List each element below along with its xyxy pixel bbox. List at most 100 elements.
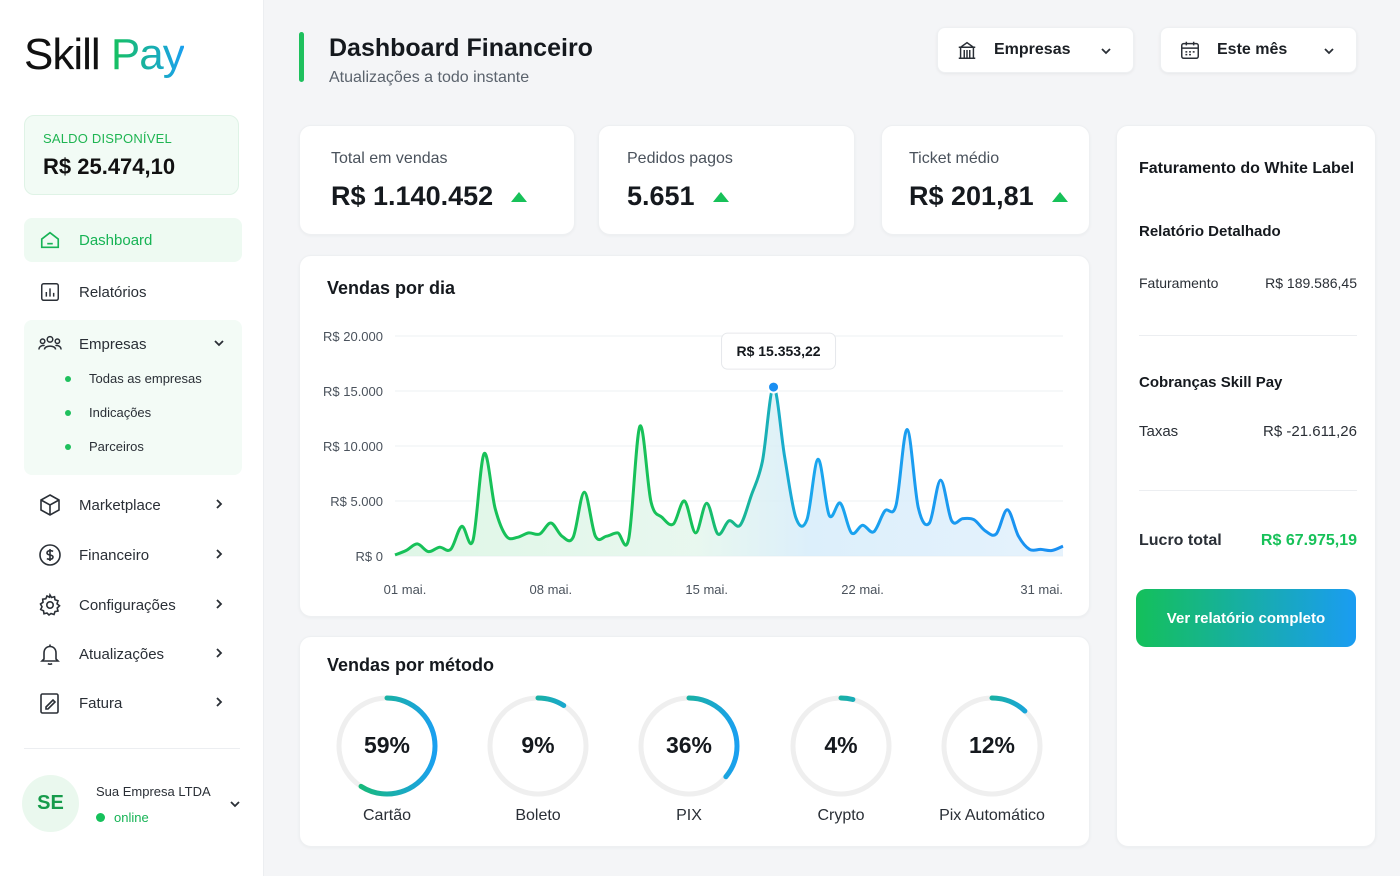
trend-up-icon — [511, 191, 528, 202]
ring-progress — [336, 695, 438, 797]
y-tick-label: R$ 5.000 — [330, 494, 383, 509]
bullet-icon — [65, 443, 71, 450]
balance-label: SALDO DISPONÍVEL — [43, 131, 172, 146]
taxas-row: Taxas R$ -21.611,26 — [1139, 423, 1357, 440]
bullet-icon — [65, 409, 71, 416]
chevron-right-icon — [212, 646, 226, 664]
status-dot-icon — [96, 813, 105, 822]
kpi-label: Pedidos pagos — [627, 150, 733, 167]
bullet-icon — [65, 375, 71, 382]
ring-method-name: Crypto — [817, 807, 865, 824]
sidebar-item-fatura[interactable]: Fatura — [24, 681, 242, 725]
company-select-value: Empresas — [994, 41, 1071, 58]
ring-chart-pix — [638, 695, 740, 797]
kpi-value: R$ 1.140.452 — [331, 181, 528, 212]
chevron-right-icon — [212, 497, 226, 515]
ring-percent-label: 12% — [968, 732, 1016, 758]
taxas-value: R$ -21.611,26 — [1263, 423, 1357, 440]
ring-progress — [941, 695, 1043, 797]
x-tick-label: 01 mai. — [384, 582, 427, 597]
balance-card: SALDO DISPONÍVEL R$ 25.474,10 — [24, 115, 239, 195]
invoice-icon — [37, 690, 63, 716]
sidebar-item-empresas[interactable]: Empresas — [24, 322, 242, 366]
sidebar-item-label: Dashboard — [79, 231, 153, 249]
x-tick-label: 15 mai. — [685, 582, 728, 597]
page-title: Dashboard Financeiro — [329, 34, 593, 62]
series-line — [394, 385, 1064, 557]
ring-percent-label: 9% — [521, 732, 555, 758]
ring-chart-pix-automático — [941, 695, 1043, 797]
user-status-label: online — [114, 810, 149, 825]
sidebar-subitem-parceiros[interactable]: Parceiros — [65, 439, 144, 454]
chevron-down-icon — [1322, 44, 1336, 63]
sidebar-item-configuracoes[interactable]: Configurações — [24, 583, 242, 627]
ring-method-name: PIX — [676, 807, 702, 824]
user-menu[interactable]: SE Sua Empresa LTDA online — [22, 775, 242, 835]
tooltip-label: R$ 15.353,22 — [736, 343, 820, 359]
chevron-right-icon — [212, 695, 226, 713]
period-select[interactable]: Este mês — [1160, 27, 1357, 73]
faturamento-row: Faturamento R$ 189.586,45 — [1139, 275, 1357, 291]
trend-up-icon — [712, 191, 729, 202]
sidebar-item-label: Atualizações — [79, 645, 165, 663]
y-tick-label: R$ 20.000 — [323, 329, 383, 344]
series-area — [395, 387, 1063, 556]
sidebar-item-marketplace[interactable]: Marketplace — [24, 483, 242, 527]
ring-percent-label: 59% — [363, 732, 411, 758]
subitem-label: Parceiros — [89, 439, 144, 454]
white-label-panel: Faturamento do White Label Relatório Det… — [1116, 125, 1376, 847]
kpi-value-text: 5.651 — [627, 181, 695, 211]
brand-logo[interactable]: Skill Pay — [24, 30, 185, 80]
brand-logo-part2: Pay — [110, 30, 185, 79]
period-select-value: Este mês — [1217, 41, 1288, 58]
sidebar-item-label: Empresas — [79, 335, 147, 353]
ring-method-name: Cartão — [362, 807, 412, 824]
x-tick-label: 22 mai. — [841, 582, 884, 597]
sidebar-subitem-indicacoes[interactable]: Indicações — [65, 405, 151, 420]
kpi-value-text: R$ 201,81 — [909, 181, 1034, 211]
kpi-label: Total em vendas — [331, 150, 448, 167]
x-tick-label: 08 mai. — [530, 582, 573, 597]
sidebar-item-label: Fatura — [79, 694, 123, 712]
faturamento-value: R$ 189.586,45 — [1265, 275, 1357, 291]
sidebar-item-label: Financeiro — [79, 546, 150, 564]
sidebar-divider — [24, 748, 240, 749]
faturamento-label: Faturamento — [1139, 275, 1219, 291]
kpi-value-text: R$ 1.140.452 — [331, 181, 494, 211]
ring-method-name: Boleto — [515, 807, 561, 824]
trend-up-icon — [1051, 191, 1068, 202]
sales-chart[interactable]: R$ 20.000 R$ 15.000 R$ 10.000 R$ 5.000 R$ 0 0… — [300, 256, 1091, 618]
building-icon — [956, 39, 978, 61]
box-icon — [37, 492, 63, 518]
brand-logo-part1: Skill — [24, 30, 101, 79]
kpi-value: 5.651 — [627, 181, 729, 212]
sidebar-item-dashboard[interactable]: Dashboard — [24, 218, 242, 262]
kpi-label: Ticket médio — [909, 150, 1000, 167]
sidebar-item-label: Relatórios — [79, 283, 147, 301]
subitem-label: Todas as empresas — [89, 371, 202, 386]
ring-progress — [790, 695, 892, 797]
methods-title: Vendas por método — [327, 655, 495, 675]
subitem-label: Indicações — [89, 405, 152, 420]
user-name: Sua Empresa LTDA — [96, 784, 211, 799]
sidebar-item-label: Marketplace — [79, 496, 161, 514]
view-full-report-button[interactable]: Ver relatório completo — [1136, 589, 1356, 647]
sidebar-item-atualizacoes[interactable]: Atualizações — [24, 632, 242, 676]
x-tick-label: 31 mai. — [1020, 582, 1063, 597]
sidebar-item-financeiro[interactable]: Financeiro — [24, 533, 242, 577]
ring-chart-cartão — [336, 695, 438, 797]
sidebar-subitem-todas[interactable]: Todas as empresas — [65, 371, 202, 386]
sidebar-item-relatorios[interactable]: Relatórios — [24, 270, 242, 314]
kpi-value: R$ 201,81 — [909, 181, 1068, 212]
lucro-label: Lucro total — [1139, 532, 1222, 549]
ring-progress — [638, 695, 740, 797]
ring-progress — [487, 695, 589, 797]
kpi-card-pedidos-pagos: Pedidos pagos 5.651 — [598, 125, 855, 235]
chart-title: Vendas por dia — [327, 278, 456, 298]
report-title: Relatório Detalhado — [1139, 223, 1281, 240]
y-tick-label: R$ 10.000 — [323, 439, 383, 454]
company-select[interactable]: Empresas — [937, 27, 1134, 73]
sales-per-day-card: Vendas por dia R$ 20.000 R$ 15.000 R$ 10.0… — [299, 255, 1090, 617]
chevron-down-icon — [228, 797, 242, 816]
balance-value: R$ 25.474,10 — [43, 154, 176, 179]
